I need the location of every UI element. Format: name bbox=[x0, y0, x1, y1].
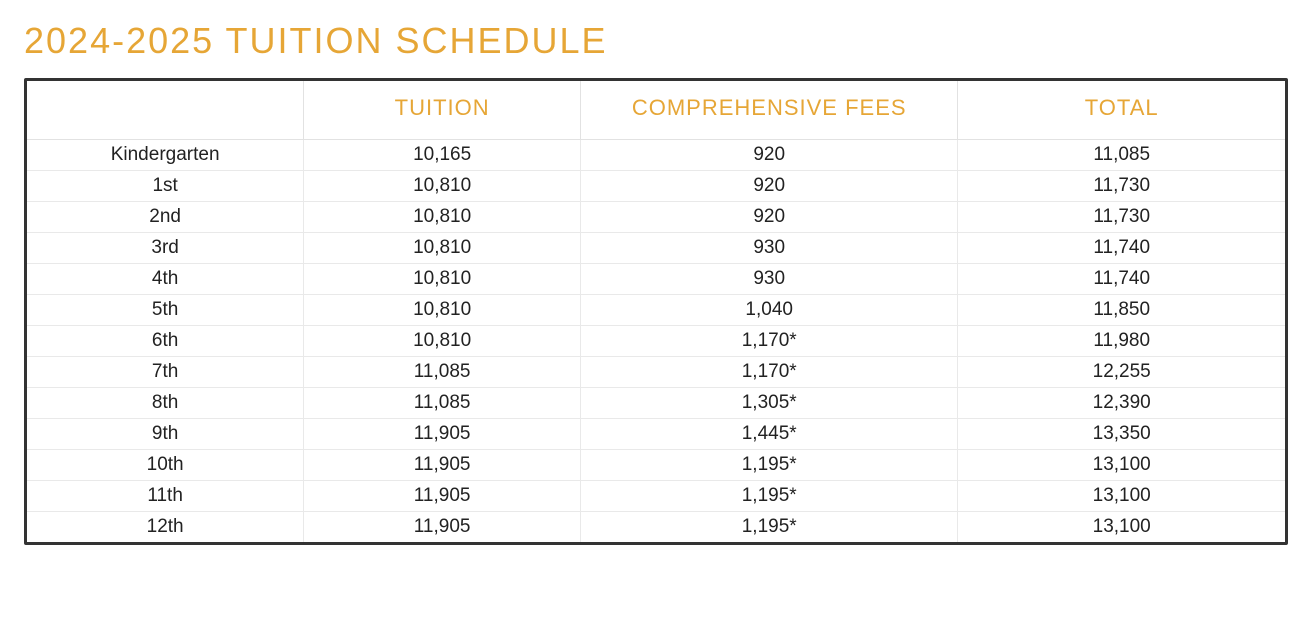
cell-tuition: 10,810 bbox=[304, 326, 581, 357]
cell-total: 11,850 bbox=[958, 295, 1285, 326]
col-header-tuition: TUITION bbox=[304, 81, 581, 140]
col-header-fees: COMPREHENSIVE FEES bbox=[581, 81, 958, 140]
cell-tuition: 10,810 bbox=[304, 264, 581, 295]
tuition-table-container: TUITION COMPREHENSIVE FEES TOTAL Kinderg… bbox=[24, 78, 1288, 545]
cell-fees: 930 bbox=[581, 233, 958, 264]
cell-tuition: 11,085 bbox=[304, 388, 581, 419]
cell-fees: 1,170* bbox=[581, 326, 958, 357]
page-title: 2024-2025 TUITION SCHEDULE bbox=[24, 20, 1288, 62]
table-row: 9th11,9051,445*13,350 bbox=[27, 419, 1285, 450]
cell-total: 11,730 bbox=[958, 171, 1285, 202]
cell-fees: 1,040 bbox=[581, 295, 958, 326]
cell-grade: 5th bbox=[27, 295, 304, 326]
cell-total: 12,255 bbox=[958, 357, 1285, 388]
cell-total: 11,740 bbox=[958, 264, 1285, 295]
col-header-total: TOTAL bbox=[958, 81, 1285, 140]
cell-grade: 8th bbox=[27, 388, 304, 419]
cell-tuition: 11,905 bbox=[304, 481, 581, 512]
table-row: 1st10,81092011,730 bbox=[27, 171, 1285, 202]
cell-tuition: 10,810 bbox=[304, 233, 581, 264]
table-row: 10th11,9051,195*13,100 bbox=[27, 450, 1285, 481]
cell-fees: 1,195* bbox=[581, 512, 958, 543]
table-header-row: TUITION COMPREHENSIVE FEES TOTAL bbox=[27, 81, 1285, 140]
cell-fees: 1,170* bbox=[581, 357, 958, 388]
table-row: 3rd10,81093011,740 bbox=[27, 233, 1285, 264]
table-row: 11th11,9051,195*13,100 bbox=[27, 481, 1285, 512]
cell-grade: 11th bbox=[27, 481, 304, 512]
table-row: 12th11,9051,195*13,100 bbox=[27, 512, 1285, 543]
cell-grade: 1st bbox=[27, 171, 304, 202]
cell-total: 11,085 bbox=[958, 140, 1285, 171]
table-row: 2nd10,81092011,730 bbox=[27, 202, 1285, 233]
table-row: 8th11,0851,305*12,390 bbox=[27, 388, 1285, 419]
table-row: Kindergarten10,16592011,085 bbox=[27, 140, 1285, 171]
cell-fees: 1,195* bbox=[581, 481, 958, 512]
cell-tuition: 11,905 bbox=[304, 512, 581, 543]
cell-tuition: 10,810 bbox=[304, 202, 581, 233]
cell-grade: 7th bbox=[27, 357, 304, 388]
table-row: 6th10,8101,170*11,980 bbox=[27, 326, 1285, 357]
cell-total: 13,100 bbox=[958, 450, 1285, 481]
cell-grade: 12th bbox=[27, 512, 304, 543]
cell-fees: 1,445* bbox=[581, 419, 958, 450]
cell-total: 13,100 bbox=[958, 481, 1285, 512]
cell-total: 13,100 bbox=[958, 512, 1285, 543]
table-row: 7th11,0851,170*12,255 bbox=[27, 357, 1285, 388]
table-body: Kindergarten10,16592011,0851st10,8109201… bbox=[27, 140, 1285, 543]
cell-tuition: 10,810 bbox=[304, 295, 581, 326]
tuition-table: TUITION COMPREHENSIVE FEES TOTAL Kinderg… bbox=[27, 81, 1285, 542]
cell-total: 11,730 bbox=[958, 202, 1285, 233]
cell-tuition: 10,810 bbox=[304, 171, 581, 202]
cell-tuition: 11,905 bbox=[304, 450, 581, 481]
cell-fees: 920 bbox=[581, 140, 958, 171]
cell-fees: 920 bbox=[581, 202, 958, 233]
cell-total: 12,390 bbox=[958, 388, 1285, 419]
cell-grade: 6th bbox=[27, 326, 304, 357]
cell-total: 13,350 bbox=[958, 419, 1285, 450]
cell-grade: 9th bbox=[27, 419, 304, 450]
cell-total: 11,980 bbox=[958, 326, 1285, 357]
cell-total: 11,740 bbox=[958, 233, 1285, 264]
cell-fees: 920 bbox=[581, 171, 958, 202]
cell-grade: 10th bbox=[27, 450, 304, 481]
cell-tuition: 11,085 bbox=[304, 357, 581, 388]
cell-grade: 4th bbox=[27, 264, 304, 295]
cell-fees: 930 bbox=[581, 264, 958, 295]
cell-grade: 2nd bbox=[27, 202, 304, 233]
table-row: 4th10,81093011,740 bbox=[27, 264, 1285, 295]
cell-tuition: 11,905 bbox=[304, 419, 581, 450]
cell-grade: 3rd bbox=[27, 233, 304, 264]
cell-fees: 1,195* bbox=[581, 450, 958, 481]
cell-fees: 1,305* bbox=[581, 388, 958, 419]
cell-grade: Kindergarten bbox=[27, 140, 304, 171]
table-row: 5th10,8101,04011,850 bbox=[27, 295, 1285, 326]
cell-tuition: 10,165 bbox=[304, 140, 581, 171]
col-header-grade bbox=[27, 81, 304, 140]
